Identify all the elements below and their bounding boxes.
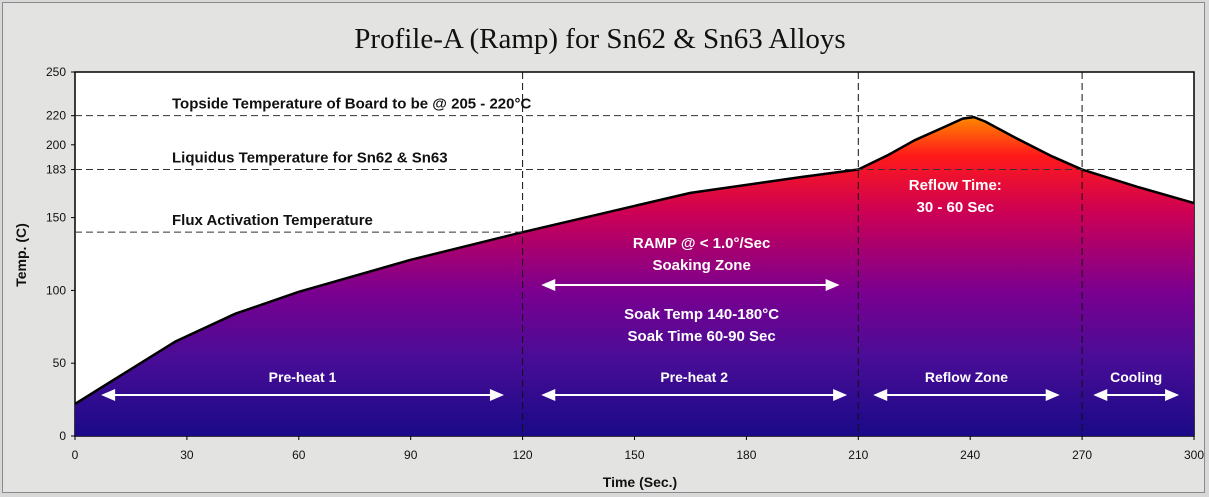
- ramp-annotation: RAMP @ < 1.0°/Sec: [633, 235, 771, 252]
- x-tick-label: 300: [1184, 448, 1204, 462]
- chart-title: Profile-A (Ramp) for Sn62 & Sn63 Alloys: [354, 23, 845, 55]
- soaking-arrow-head-left: [541, 279, 556, 291]
- zone-arrow-head-left: [101, 389, 116, 401]
- zone-arrow-head-left: [1093, 389, 1108, 401]
- temperature-area: [75, 117, 1194, 437]
- zone-label: Cooling: [1110, 369, 1162, 385]
- zone-arrow-head-right: [833, 389, 848, 401]
- temperature-line: [74, 115, 1195, 406]
- y-tick-label: 100: [46, 283, 66, 297]
- reference-line-label: Flux Activation Temperature: [172, 212, 373, 229]
- soak-annotation: Soak Temp 140-180°C: [624, 306, 779, 323]
- x-tick-label: 60: [292, 448, 306, 462]
- x-axis-title: Time (Sec.): [603, 474, 677, 490]
- x-tick-label: 240: [960, 448, 980, 462]
- x-tick-label: 30: [180, 448, 194, 462]
- y-tick-label: 0: [59, 429, 66, 443]
- ramp-annotation: Soaking Zone: [652, 257, 750, 274]
- x-tick-label: 0: [72, 448, 79, 462]
- zone-label: Reflow Zone: [925, 369, 1008, 385]
- soaking-arrow-head-right: [825, 279, 840, 291]
- x-tick-label: 120: [513, 448, 533, 462]
- y-axis-title: Temp. (C): [13, 223, 29, 287]
- x-tick-label: 90: [404, 448, 418, 462]
- reflow-time-annotation: 30 - 60 Sec: [916, 199, 994, 216]
- x-tick-label: 180: [736, 448, 756, 462]
- y-tick-label: 200: [46, 138, 66, 152]
- reference-line-label: Liquidus Temperature for Sn62 & Sn63: [172, 150, 448, 167]
- zone-arrow-head-right: [1165, 389, 1180, 401]
- y-tick-label: 183: [46, 163, 66, 177]
- x-tick-label: 270: [1072, 448, 1092, 462]
- y-tick-label: 250: [46, 65, 66, 79]
- reflow-time-annotation: Reflow Time:: [909, 177, 1002, 194]
- y-tick-label: 220: [46, 109, 66, 123]
- zone-label: Pre-heat 1: [269, 369, 337, 385]
- soak-annotation: Soak Time 60-90 Sec: [628, 328, 776, 345]
- zone-arrow-head-right: [1045, 389, 1060, 401]
- y-tick-label: 150: [46, 211, 66, 225]
- x-tick-label: 150: [624, 448, 644, 462]
- zone-label: Pre-heat 2: [660, 369, 728, 385]
- x-tick-label: 210: [848, 448, 868, 462]
- zone-arrow-head-right: [489, 389, 504, 401]
- reference-line-label: Topside Temperature of Board to be @ 205…: [172, 96, 531, 113]
- zone-arrow-head-left: [873, 389, 888, 401]
- zone-arrow-head-left: [541, 389, 556, 401]
- y-tick-label: 50: [53, 356, 67, 370]
